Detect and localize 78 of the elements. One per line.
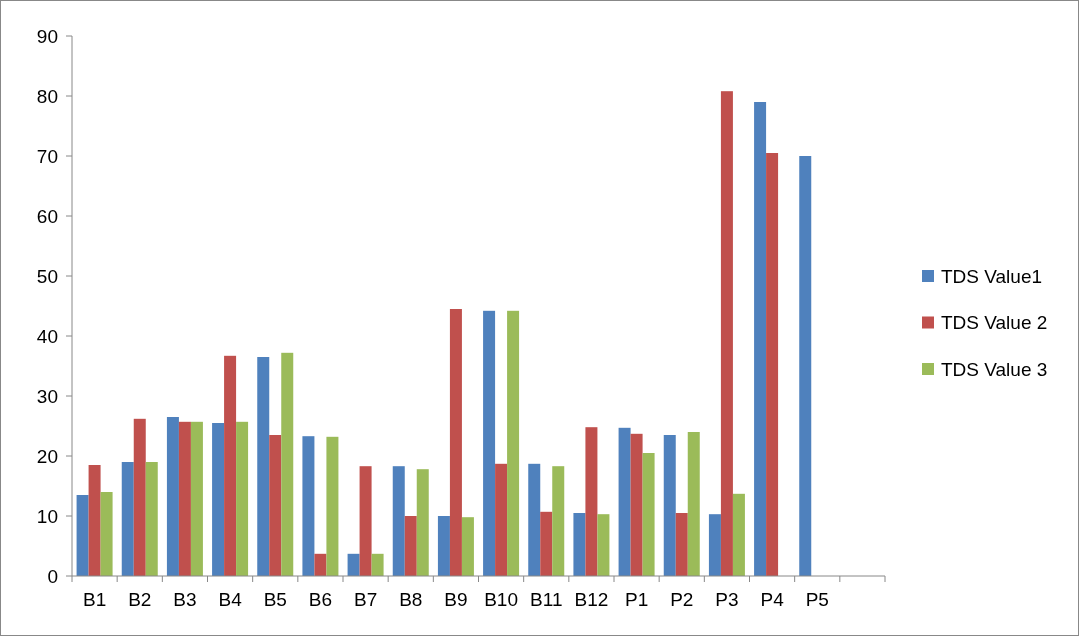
bar (449, 309, 462, 576)
bar (326, 436, 339, 576)
x-tick-label: B10 (484, 589, 518, 610)
bar (236, 421, 249, 576)
bar (495, 463, 508, 576)
bar (121, 462, 134, 576)
x-tick-label: B1 (82, 589, 107, 610)
bar (178, 421, 191, 576)
bar (190, 421, 203, 576)
bar (708, 514, 721, 576)
bar (76, 495, 89, 576)
bar (642, 453, 655, 576)
bar (528, 463, 541, 576)
y-tick-label: 30 (36, 385, 58, 407)
bar (687, 432, 700, 576)
bar (630, 433, 643, 576)
x-tick-label: P2 (670, 589, 694, 610)
bar (404, 516, 417, 576)
x-tick-label: B12 (574, 589, 609, 610)
bar (540, 511, 553, 576)
x-tick-label: B11 (530, 589, 563, 610)
x-tick-label: P5 (805, 589, 829, 610)
bar (585, 427, 598, 576)
bar (269, 435, 282, 576)
x-tick-label: B9 (444, 589, 468, 610)
x-tick-label: B7 (353, 589, 378, 610)
x-tick-label: P4 (760, 589, 785, 610)
y-tick-label: 10 (36, 505, 58, 527)
bar (416, 469, 429, 576)
bar (766, 153, 779, 576)
x-tick-label: B8 (399, 589, 423, 610)
y-tick-label: 60 (36, 205, 58, 227)
bar (347, 553, 360, 576)
bar (100, 492, 113, 576)
x-tick-label: B4 (218, 589, 243, 610)
y-tick-label: 70 (36, 145, 58, 167)
legend-label: TDS Value 3 (941, 358, 1048, 380)
bar (483, 310, 496, 576)
x-tick-label: B5 (263, 589, 287, 610)
x-tick-label: B3 (173, 589, 197, 610)
legend-label: TDS Value1 (941, 265, 1043, 287)
x-tick-label: B2 (128, 589, 152, 610)
bar (314, 553, 327, 576)
bar (663, 435, 676, 576)
bar (392, 466, 405, 576)
x-tick-label: P1 (624, 589, 649, 610)
y-tick-label: 0 (47, 565, 58, 587)
bar (88, 465, 101, 576)
bar (166, 417, 179, 576)
y-tick-label: 20 (36, 445, 58, 467)
bar (754, 102, 767, 576)
y-tick-label: 90 (36, 25, 58, 47)
bar (281, 352, 294, 576)
bar (675, 513, 688, 576)
y-tick-label: 50 (36, 265, 58, 287)
bar (799, 156, 812, 576)
bar (573, 513, 586, 576)
bar (371, 553, 384, 576)
bar (507, 310, 520, 576)
bar (145, 462, 158, 576)
y-tick-label: 40 (36, 325, 58, 347)
bar (224, 355, 237, 576)
bar (133, 418, 146, 576)
x-tick-label: B6 (308, 589, 333, 610)
bar (437, 516, 450, 576)
bar (257, 357, 270, 576)
bar (552, 466, 565, 576)
bar (732, 493, 745, 576)
bar (720, 91, 733, 576)
x-tick-label: P3 (715, 589, 739, 610)
bar (302, 436, 315, 576)
bar (597, 514, 610, 576)
bar (618, 427, 631, 576)
legend-label: TDS Value 2 (941, 312, 1048, 334)
y-tick-label: 80 (36, 85, 58, 107)
bar (212, 423, 225, 576)
bar (359, 466, 372, 576)
bar (461, 517, 474, 576)
